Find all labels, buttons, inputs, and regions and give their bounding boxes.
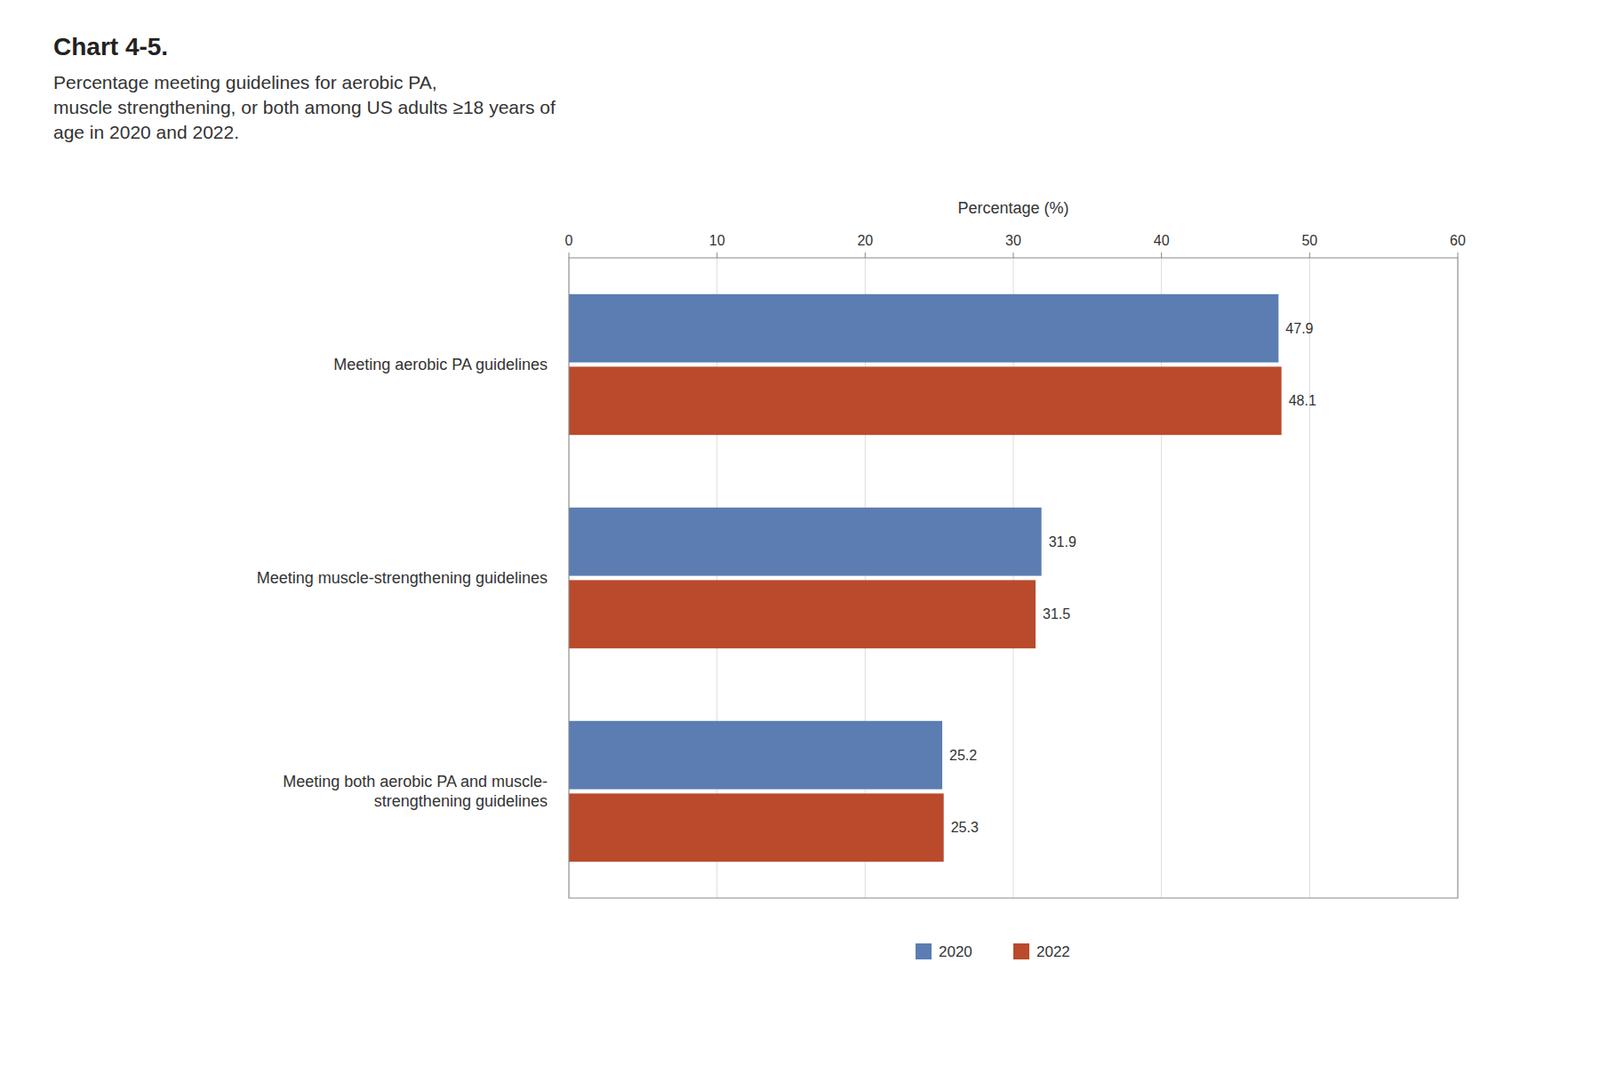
legend-label: 2020 bbox=[938, 943, 973, 960]
category-label: Meeting aerobic PA guidelines bbox=[333, 355, 548, 374]
plot-frame bbox=[568, 257, 1458, 898]
subtitle-line: age in 2020 and 2022. bbox=[53, 121, 240, 143]
data-label: 31.9 bbox=[1048, 534, 1077, 550]
category-line: Meeting muscle-strengthening guidelines bbox=[256, 568, 548, 587]
data-label: 25.2 bbox=[949, 747, 977, 763]
legend-label: 2022 bbox=[1036, 943, 1071, 960]
tick-mark bbox=[1309, 252, 1311, 258]
category-label: Meeting both aerobic PA and muscle-stren… bbox=[282, 772, 548, 810]
data-label: 25.3 bbox=[951, 819, 979, 835]
bars bbox=[568, 294, 1282, 862]
data-labels: 47.9 48.1 31.9 31.5 25.2 25.3 bbox=[949, 320, 1317, 836]
chart-svg: Chart 4-5. Percentage meeting guidelines … bbox=[0, 0, 1600, 1067]
tick-mark bbox=[716, 252, 718, 258]
axis-label: Percentage (%) bbox=[957, 199, 1069, 217]
data-label: 31.5 bbox=[1042, 606, 1071, 622]
tick-mark bbox=[864, 252, 866, 258]
bar bbox=[568, 366, 1282, 435]
tick-mark bbox=[1013, 252, 1015, 258]
tick-label: 20 bbox=[856, 232, 873, 248]
data-label: 48.1 bbox=[1288, 392, 1317, 408]
legend: 2020 2022 bbox=[915, 943, 1071, 960]
category-line: Meeting both aerobic PA and muscle- bbox=[282, 772, 548, 791]
chart-title: Chart 4-5. bbox=[53, 32, 168, 61]
data-label: 47.9 bbox=[1285, 320, 1313, 336]
bar bbox=[568, 720, 943, 790]
grid bbox=[568, 257, 1458, 898]
chart-container: Chart 4-5. Percentage meeting guidelines … bbox=[0, 0, 1600, 1067]
tick-label: 60 bbox=[1449, 232, 1466, 248]
bar bbox=[568, 579, 1036, 648]
tick-mark bbox=[568, 252, 570, 258]
tick-label: 50 bbox=[1301, 232, 1318, 248]
category-label: Meeting muscle-strengthening guidelines bbox=[256, 568, 548, 587]
legend-swatch bbox=[915, 943, 932, 960]
subtitle-line: Percentage meeting guidelines for aerobi… bbox=[53, 72, 438, 93]
tick-label: 30 bbox=[1005, 232, 1022, 248]
chart-subtitle: Percentage meeting guidelines for aerobi… bbox=[53, 72, 556, 143]
tick-mark bbox=[1457, 252, 1459, 258]
legend-swatch bbox=[1013, 943, 1030, 960]
category-labels: Meeting aerobic PA guidelines Meeting mus… bbox=[256, 355, 548, 810]
tick-label: 0 bbox=[565, 232, 574, 248]
bar bbox=[568, 507, 1042, 576]
category-line: strengthening guidelines bbox=[374, 792, 548, 810]
bar bbox=[568, 792, 944, 862]
bar bbox=[568, 294, 1279, 363]
tick-mark bbox=[1160, 252, 1162, 258]
tick-label: 40 bbox=[1153, 232, 1170, 248]
category-line: Meeting aerobic PA guidelines bbox=[333, 355, 548, 374]
tick-label: 10 bbox=[709, 232, 726, 248]
subtitle-line: muscle strengthening, or both among US a… bbox=[53, 96, 556, 118]
grid-line bbox=[1309, 257, 1311, 898]
